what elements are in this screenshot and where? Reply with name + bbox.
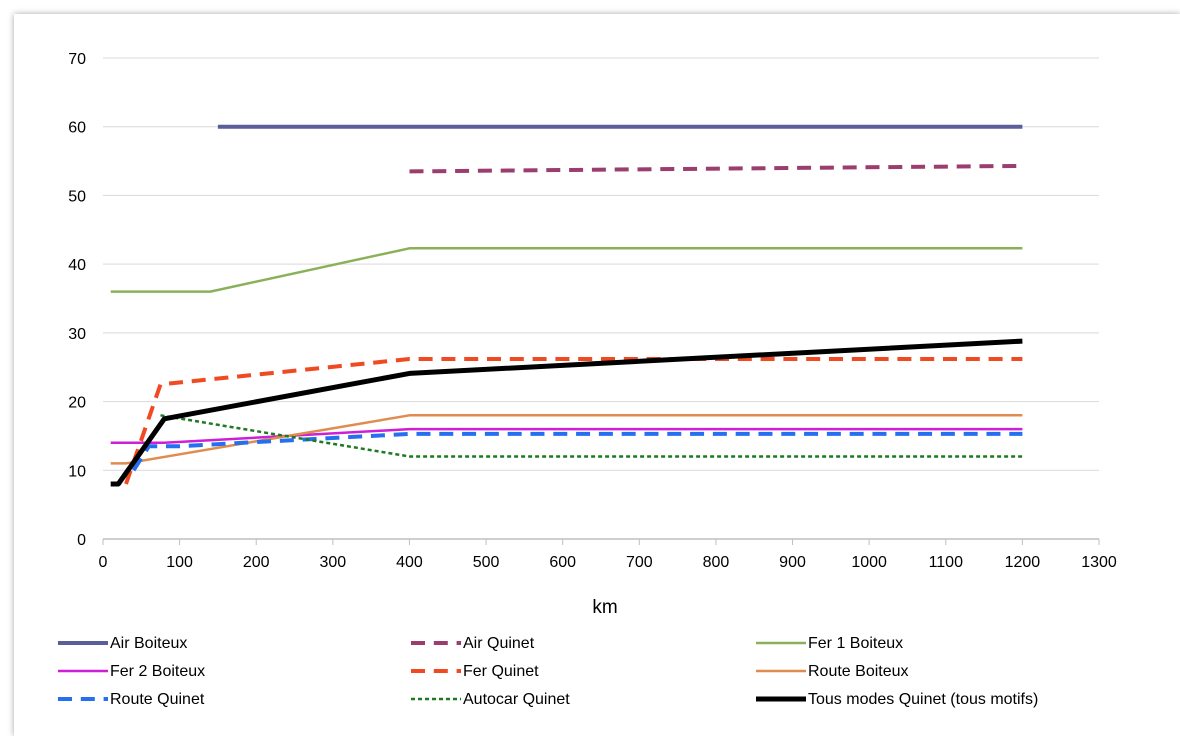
- series-line-5: [110, 414, 1023, 465]
- x-tick-label: 400: [396, 554, 423, 571]
- legend-label: Fer 2 Boiteux: [110, 663, 205, 680]
- series-line-1: [409, 163, 1023, 174]
- legend-item: Fer Quinet: [411, 663, 539, 680]
- x-tick-label: 0: [99, 554, 108, 571]
- x-tick-label: 600: [549, 554, 576, 571]
- legend-label: Air Boiteux: [110, 635, 187, 652]
- legend: Air Boiteux Air Quinet Fer 1 Boiteux Fer 2 …: [58, 635, 1038, 708]
- legend-label: Route Boiteux: [808, 663, 909, 680]
- x-tick-label: 1300: [1081, 554, 1117, 571]
- y-tick-label: 70: [68, 51, 86, 68]
- x-tick-label: 200: [243, 554, 270, 571]
- series-line-6: [131, 431, 1023, 472]
- line-chart: 0 10 20 30 40 50 60 70 0 100 200 300 400 500 600 700 80…: [58, 51, 1117, 708]
- x-tick-label: 1100: [929, 554, 964, 571]
- legend-item: Fer 1 Boiteux: [756, 635, 903, 652]
- series-line-2: [110, 247, 1023, 293]
- legend-label: Tous modes Quinet (tous motifs): [808, 691, 1038, 708]
- series-line-4: [124, 357, 1023, 485]
- x-tick-label: 1200: [1005, 554, 1041, 571]
- legend-label: Air Quinet: [463, 635, 535, 652]
- legend-item: Tous modes Quinet (tous motifs): [756, 691, 1038, 708]
- legend-label: Fer Quinet: [463, 663, 539, 680]
- legend-label: Route Quinet: [110, 691, 205, 708]
- y-tick-label: 30: [68, 326, 86, 343]
- x-tick-label: 300: [319, 554, 346, 571]
- legend-label: Autocar Quinet: [463, 691, 570, 708]
- chart-card: 0 10 20 30 40 50 60 70 0 100 200 300 400 500 600 700 80…: [14, 14, 1180, 736]
- y-tick-label: 20: [68, 395, 86, 412]
- y-tick-label: 0: [77, 532, 86, 549]
- series-line-8: [110, 338, 1023, 487]
- series-line-7: [160, 414, 1023, 458]
- x-tick-label: 100: [166, 554, 193, 571]
- x-axis-title: km: [592, 597, 617, 618]
- legend-item: Route Quinet: [58, 691, 205, 708]
- y-tick-label: 60: [68, 120, 86, 137]
- y-tick-label: 50: [68, 188, 86, 205]
- x-tick-label: 900: [779, 554, 806, 571]
- x-tick-label: 800: [703, 554, 730, 571]
- y-tick-label: 10: [68, 463, 86, 480]
- gridlines: [103, 57, 1099, 471]
- y-tick-label: 40: [68, 257, 86, 274]
- legend-item: Air Boiteux: [58, 635, 187, 652]
- legend-item: Autocar Quinet: [411, 691, 570, 708]
- x-tick-label: 700: [626, 554, 653, 571]
- x-tick-labels: 0 100 200 300 400 500 600 700 800 900 1000 1100 1200…: [99, 539, 1117, 571]
- legend-label: Fer 1 Boiteux: [808, 635, 903, 652]
- y-tick-labels: 0 10 20 30 40 50 60 70: [68, 51, 86, 549]
- legend-item: Air Quinet: [411, 635, 535, 652]
- series-lines: [110, 124, 1023, 487]
- x-tick-label: 1000: [851, 554, 887, 571]
- legend-item: Route Boiteux: [756, 663, 909, 680]
- x-tick-label: 500: [473, 554, 500, 571]
- legend-item: Fer 2 Boiteux: [58, 663, 205, 680]
